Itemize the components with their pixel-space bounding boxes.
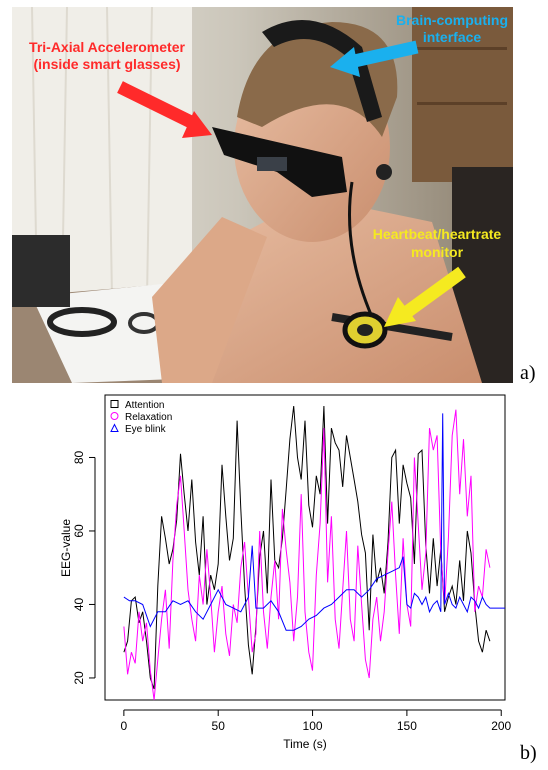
x-tick-label: 0 [121, 719, 128, 733]
legend-marker [110, 400, 119, 408]
series-line-eye-blink [123, 413, 505, 631]
plot-frame [104, 394, 506, 701]
arm [152, 217, 267, 383]
y-tick-label: 40 [72, 597, 86, 611]
yellow-arrow [384, 266, 466, 327]
y-tick-label: 20 [72, 671, 86, 685]
red-arrow [117, 81, 212, 138]
x-axis-label: Time (s) [283, 737, 327, 751]
series-line-relaxation [123, 409, 491, 701]
eeg-chart: 0 50 100 150 200 20 40 60 80 Time (s) EEG-value… [60, 394, 512, 751]
heart-label-line2: monitor [411, 244, 464, 260]
bci-label-line1: Brain-computing [396, 12, 508, 28]
wristband [47, 307, 117, 337]
series-layer [123, 405, 505, 701]
cable [348, 181, 374, 318]
x-tick-label: 50 [212, 719, 226, 733]
y-axis: 20 40 60 80 [72, 450, 96, 685]
legend-label: Attention [125, 400, 164, 411]
heart-label-line1: Heartbeat/heartrate [373, 226, 502, 242]
y-axis-label: EEG-value [60, 519, 73, 577]
eeg-headset-band [262, 20, 382, 122]
x-tick-label: 100 [303, 719, 323, 733]
cabinet [412, 7, 513, 182]
panel-a-label: a) [520, 362, 536, 384]
speaker [12, 235, 70, 307]
eeg-sensor [376, 164, 392, 180]
legend-label: Relaxation [125, 412, 172, 423]
series-line-attention [123, 405, 491, 690]
x-tick-label: 200 [491, 719, 511, 733]
heart-annotation: Heartbeat/heartrate monitor [373, 226, 502, 260]
cyan-arrow [330, 40, 419, 77]
bci-label-line2: interface [423, 29, 482, 45]
legend-marker [110, 412, 119, 420]
accelerometer-label-line2: (inside smart glasses) [33, 56, 180, 72]
accelerometer-label-line1: Tri-Axial Accelerometer [29, 39, 185, 55]
legend-label: Eye blink [125, 424, 167, 435]
bci-annotation: Brain-computing interface [396, 12, 508, 45]
x-axis: 0 50 100 150 200 [121, 709, 512, 733]
experiment-photo: Tri-Axial Accelerometer (inside smart gl… [12, 7, 513, 383]
accelerometer-annotation: Tri-Axial Accelerometer (inside smart gl… [29, 39, 185, 72]
legend-marker [110, 423, 119, 432]
x-tick-label: 150 [397, 719, 417, 733]
y-tick-label: 60 [72, 524, 86, 538]
panel-b-label: b) [520, 742, 537, 764]
y-tick-label: 80 [72, 450, 86, 464]
